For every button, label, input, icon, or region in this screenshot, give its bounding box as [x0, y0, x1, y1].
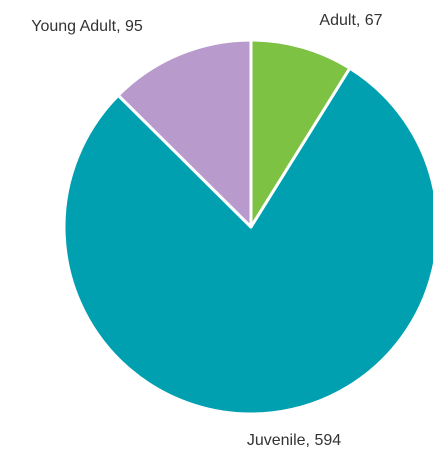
slice-label-adult: Adult, 67 [319, 12, 382, 29]
pie-labels: Adult, 67 Juvenile, 594 Young Adult, 95 [31, 12, 382, 449]
pie-slice-young-adult [116, 38, 253, 229]
slice-label-juvenile: Juvenile, 594 [247, 432, 341, 449]
pie-slices [62, 38, 433, 416]
slice-label-young-adult: Young Adult, 95 [31, 18, 143, 35]
pie-slice-juvenile [62, 66, 433, 416]
pie-slice-adult [249, 38, 352, 229]
